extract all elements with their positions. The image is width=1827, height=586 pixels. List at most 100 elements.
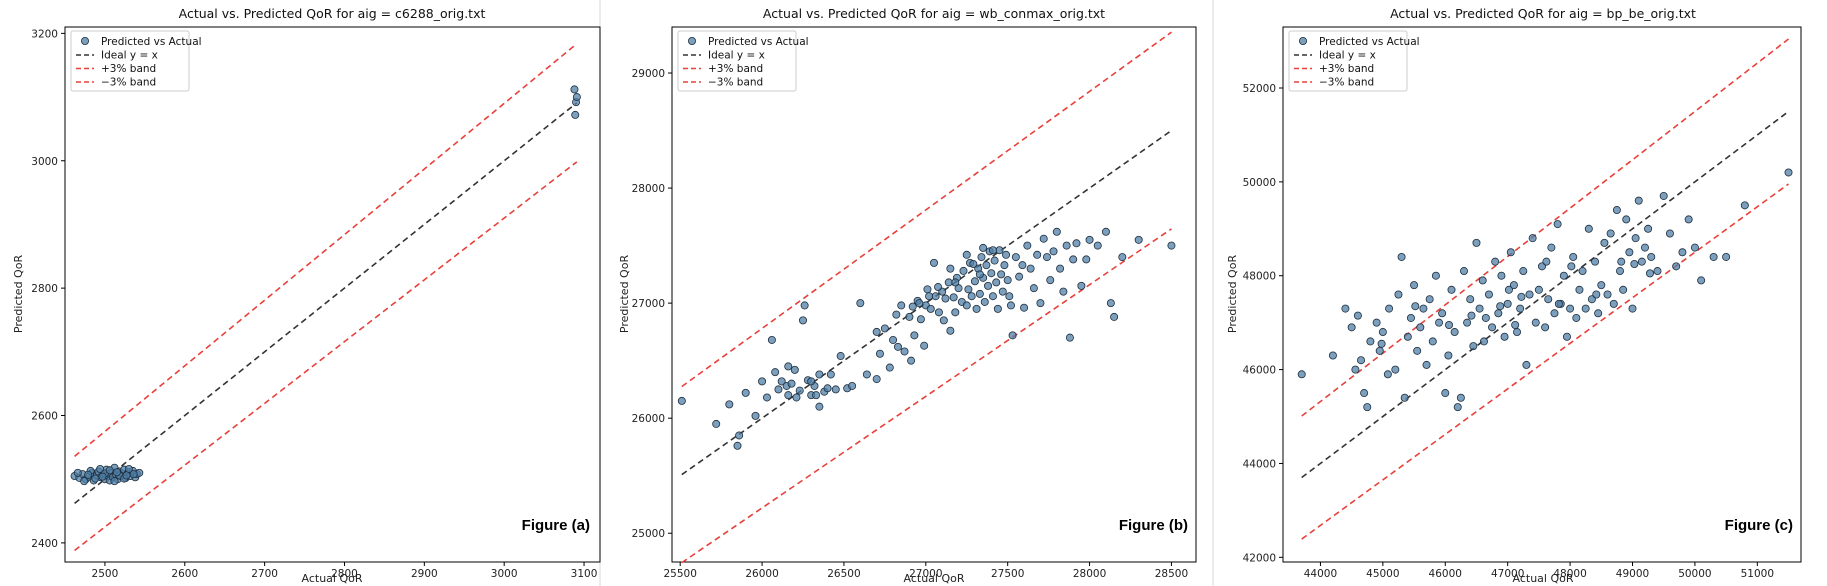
- data-point: [73, 468, 82, 477]
- legend-entry: Ideal y = x: [101, 50, 158, 62]
- legend-marker-points: [1299, 37, 1308, 46]
- data-point: [1413, 346, 1422, 355]
- data-point: [1511, 321, 1520, 330]
- x-axis-label: Actual QoR: [1513, 572, 1574, 585]
- data-point: [1385, 304, 1394, 313]
- legend: Predicted vs Actual Ideal y = x+3% band −3…: [70, 30, 202, 92]
- data-point: [992, 278, 1001, 287]
- y-tick-label: 52000: [1243, 83, 1276, 95]
- data-point: [1597, 281, 1606, 290]
- plot-area: [1282, 26, 1802, 563]
- data-point: [1562, 332, 1571, 341]
- data-point: [831, 385, 840, 394]
- y-tick-label: 44000: [1243, 458, 1276, 470]
- data-point: [1479, 337, 1488, 346]
- data-point: [774, 385, 783, 394]
- data-point: [1002, 250, 1011, 259]
- data-point: [1033, 250, 1042, 259]
- data-point: [1531, 318, 1540, 327]
- data-point: [1026, 264, 1035, 273]
- data-point: [1622, 215, 1631, 224]
- data-point: [1619, 285, 1628, 294]
- data-point: [1469, 342, 1478, 351]
- data-point: [969, 260, 978, 269]
- lower-band-line: [681, 228, 1172, 564]
- data-point: [1431, 271, 1440, 280]
- data-point: [823, 384, 832, 393]
- data-point: [1375, 346, 1384, 355]
- y-axis-label: Predicted QoR: [12, 255, 25, 334]
- data-point: [1603, 290, 1612, 299]
- data-point: [962, 301, 971, 310]
- y-axis-label: Predicted QoR: [1226, 255, 1239, 334]
- data-point: [1516, 304, 1525, 313]
- data-point: [1569, 252, 1578, 261]
- data-point: [677, 396, 686, 405]
- data-point: [982, 261, 991, 270]
- data-point: [1353, 311, 1362, 320]
- data-point: [799, 316, 808, 325]
- reference-lines: [74, 43, 578, 552]
- data-point: [1397, 252, 1406, 261]
- data-point: [1554, 299, 1563, 308]
- x-tick-label: 3000: [491, 568, 518, 580]
- data-point: [1494, 309, 1503, 318]
- plot-area: [64, 26, 601, 563]
- upper-band-line: [681, 31, 1172, 388]
- data-point: [979, 243, 988, 252]
- data-point: [889, 335, 898, 344]
- data-point: [944, 278, 953, 287]
- data-point: [1360, 389, 1369, 398]
- data-point: [1077, 281, 1086, 290]
- data-point: [1363, 403, 1372, 412]
- data-point: [1015, 272, 1024, 281]
- data-point: [1478, 276, 1487, 285]
- data-point: [998, 287, 1007, 296]
- data-point: [980, 297, 989, 306]
- data-point: [931, 292, 940, 301]
- data-point: [733, 441, 742, 450]
- data-point: [792, 393, 801, 402]
- legend-marker-points: [81, 37, 90, 46]
- data-point: [930, 258, 939, 267]
- data-point: [1406, 313, 1415, 322]
- data-point: [1659, 191, 1668, 200]
- data-point: [725, 400, 734, 409]
- data-point: [872, 327, 881, 336]
- data-point: [1008, 331, 1017, 340]
- data-point: [1594, 309, 1603, 318]
- data-point: [784, 391, 793, 400]
- data-point: [98, 472, 107, 481]
- data-point: [836, 352, 845, 361]
- data-point: [1341, 304, 1350, 313]
- data-point: [951, 278, 960, 287]
- data-point: [1572, 313, 1581, 322]
- data-point: [1459, 267, 1468, 276]
- data-point: [1444, 351, 1453, 360]
- data-point: [1617, 257, 1626, 266]
- data-point: [1559, 271, 1568, 280]
- x-axis: 25500 26000 26500 27000 27500 28000 28500: [663, 562, 1188, 580]
- legend-entry: Ideal y = x: [708, 50, 765, 62]
- chart-title: Actual vs. Predicted QoR for aig = wb_co…: [763, 6, 1105, 21]
- data-point: [893, 342, 902, 351]
- data-point: [900, 347, 909, 356]
- data-point: [1497, 271, 1506, 280]
- data-point: [790, 365, 799, 374]
- data-point: [1600, 238, 1609, 247]
- data-point: [1625, 248, 1634, 257]
- y-tick-label: 2800: [31, 283, 58, 295]
- legend: Predicted vs Actual Ideal y = x+3% band −3…: [1288, 30, 1420, 92]
- data-point: [1366, 337, 1375, 346]
- y-axis: 2400 2600 2800 3000 3200: [31, 28, 65, 550]
- x-tick-label: 51000: [1741, 568, 1774, 580]
- reference-lines: [681, 31, 1172, 564]
- data-point: [762, 393, 771, 402]
- data-point: [1513, 328, 1522, 337]
- chart-title: Actual vs. Predicted QoR for aig = bp_be…: [1390, 6, 1696, 21]
- data-point: [572, 93, 581, 102]
- figure-label: Figure (a): [522, 517, 590, 534]
- y-tick-label: 26000: [632, 413, 665, 425]
- data-point: [1069, 255, 1078, 264]
